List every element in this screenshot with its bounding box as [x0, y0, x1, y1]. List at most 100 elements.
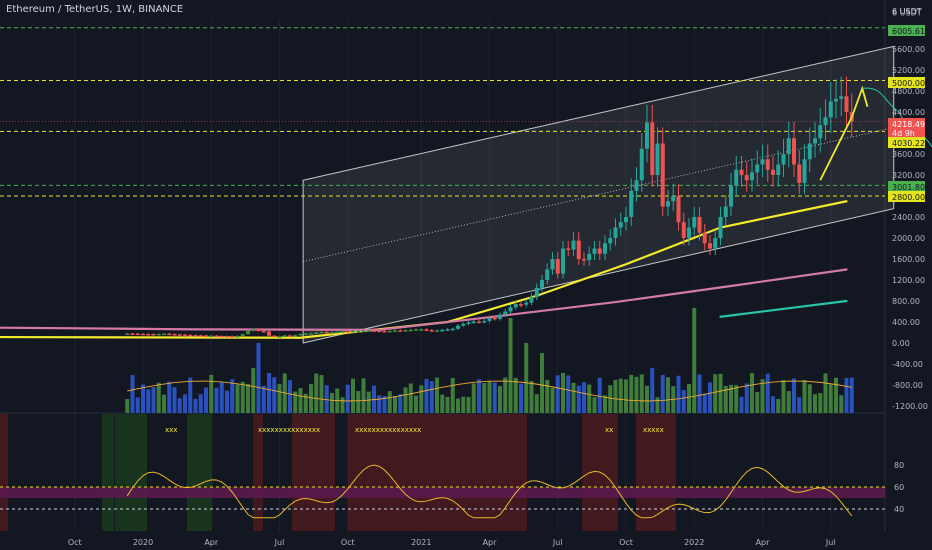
- candle-body: [198, 335, 203, 337]
- price-tag: [888, 118, 925, 129]
- candle-body: [681, 222, 686, 238]
- candle-body: [125, 333, 130, 336]
- candle-body: [330, 332, 334, 334]
- price-tick-label: 1200.00: [892, 276, 925, 285]
- volume-bar: [340, 397, 345, 413]
- price-tick-label: 1600.00: [892, 255, 925, 264]
- candle-body: [729, 185, 733, 207]
- time-axis-label: Apr: [204, 538, 219, 547]
- time-axis-label: Apr: [756, 538, 771, 547]
- volume-bar: [445, 396, 450, 413]
- volume-bar: [844, 377, 849, 413]
- candle-body: [650, 122, 655, 175]
- volume-bar: [755, 392, 760, 413]
- volume-bar: [776, 398, 781, 413]
- candle-body: [660, 143, 665, 207]
- volume-bar: [230, 379, 235, 413]
- volume-bar: [193, 398, 198, 413]
- volume-bar: [697, 374, 702, 413]
- candle-body: [687, 227, 691, 238]
- price-tag-label: 3001.80: [892, 183, 925, 192]
- time-axis-label: 2022: [684, 538, 704, 547]
- rsi-zone: [636, 414, 676, 531]
- volume-bar: [708, 382, 712, 413]
- price-tag-label: 2800.00: [892, 193, 925, 202]
- volume-bar: [529, 380, 534, 413]
- volume-bar: [555, 375, 560, 413]
- volume-bar: [687, 384, 691, 413]
- candle-body: [261, 330, 266, 333]
- trend-channel: [302, 45, 895, 344]
- volume-bar: [534, 394, 539, 413]
- rsi-zone: [348, 414, 527, 531]
- candle-body: [639, 148, 644, 181]
- candle-body: [445, 329, 450, 331]
- candle-body: [792, 138, 796, 165]
- volume-bar: [545, 379, 550, 413]
- time-axis-label: Jul: [825, 538, 836, 547]
- rsi-tick-label: 60: [894, 483, 904, 492]
- candle-body: [387, 330, 392, 333]
- candle-body: [603, 243, 607, 254]
- candle-body: [834, 98, 838, 102]
- candle-body: [466, 322, 471, 325]
- volume-bar: [634, 376, 639, 413]
- candle-body: [739, 169, 744, 175]
- volume-bar: [177, 398, 182, 413]
- volume-bar: [487, 381, 492, 413]
- volume-bar: [456, 398, 460, 413]
- price-tag-label: 6005.61: [892, 27, 925, 36]
- price-tick-label: 2400.00: [892, 213, 925, 222]
- time-axis-label: Oct: [341, 538, 355, 547]
- volume-bar: [718, 373, 723, 413]
- volume-bar: [246, 383, 250, 413]
- volume-bar: [624, 379, 628, 413]
- rsi-tick-label: 80: [894, 461, 904, 470]
- volume-bar: [503, 377, 508, 413]
- volume-bar: [414, 395, 418, 413]
- candle-body: [393, 330, 397, 332]
- candle-body: [629, 190, 634, 217]
- volume-bar: [429, 381, 434, 413]
- candle-body: [561, 248, 565, 274]
- candle-body: [183, 334, 187, 337]
- candle-body: [624, 217, 628, 223]
- price-tick-label: 4400.00: [892, 108, 925, 117]
- candle-body: [130, 333, 135, 336]
- time-axis-label: 2021: [411, 538, 431, 547]
- candle-body: [424, 329, 429, 331]
- volume-bar: [382, 396, 387, 413]
- candle-body: [419, 329, 424, 331]
- rsi-line: [126, 464, 853, 519]
- candle-body: [345, 331, 350, 333]
- candle-body: [214, 335, 219, 338]
- time-axis-label: Oct: [619, 538, 633, 547]
- volume-bar: [403, 387, 408, 413]
- candle-body: [251, 329, 256, 331]
- candle-body: [713, 238, 718, 249]
- candle-body: [534, 287, 539, 297]
- volume-bar: [582, 382, 586, 413]
- candle-body: [162, 333, 166, 336]
- candle-body: [335, 331, 340, 334]
- candle-body: [697, 217, 702, 233]
- volume-bar: [424, 378, 429, 413]
- price-tag-label: 4218.49: [892, 120, 925, 129]
- volume-bar: [366, 391, 371, 413]
- volume-bar: [587, 384, 592, 413]
- candle-body: [760, 159, 765, 165]
- candle-body: [209, 335, 214, 338]
- volume-bar: [419, 385, 424, 413]
- price-tick-label: 6 USDT: [892, 8, 922, 17]
- price-tag: [888, 137, 925, 148]
- volume-bar: [198, 394, 203, 413]
- volume-bar: [377, 395, 382, 413]
- price-tag: [888, 25, 925, 36]
- price-tick-label: 2000.00: [892, 234, 925, 243]
- volume-bar: [183, 394, 187, 413]
- candle-body: [267, 331, 271, 336]
- volume-bar: [240, 381, 245, 413]
- candle-body: [781, 154, 786, 165]
- volume-bar: [146, 389, 151, 413]
